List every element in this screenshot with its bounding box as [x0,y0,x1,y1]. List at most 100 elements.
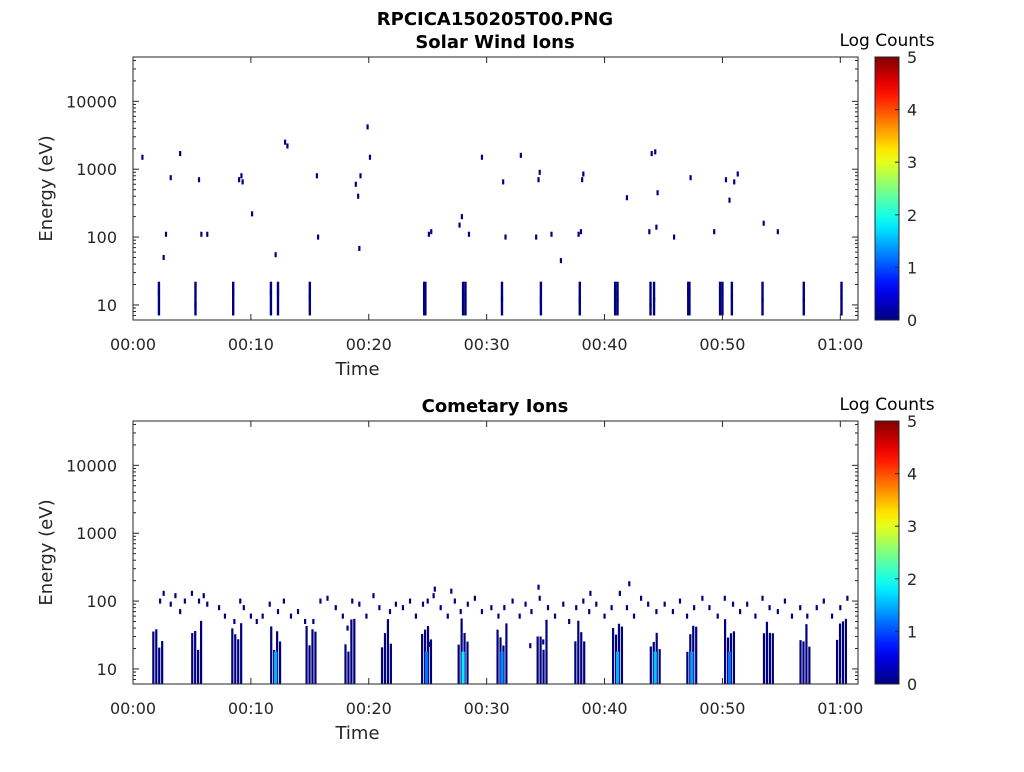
data-cell [603,613,606,619]
data-cell [274,252,277,258]
data-cell [733,179,736,185]
data-cell [305,626,308,684]
data-cell [155,629,158,684]
solar-wind-ions-panel: 00:00 00:10 00:20 00:30 00:40 00:50 01:0010100… [36,31,935,380]
data-cell [761,595,764,601]
data-cell [268,601,271,607]
data-cell [846,595,849,601]
data-cell [430,229,433,235]
data-cell [649,646,652,684]
data-cell [366,124,369,130]
data-cell [283,139,287,145]
data-cell [276,609,280,615]
data-cell [550,231,553,237]
data-cell [802,641,805,684]
data-cell [316,234,320,240]
data-cell [539,281,543,316]
data-cell [439,605,442,611]
data-cell [649,281,652,316]
data-cell [351,598,354,604]
data-cell [746,601,749,607]
data-cell [628,581,631,587]
data-cell [732,631,736,684]
data-cell [519,152,522,158]
data-cell [424,651,429,684]
data-cell [577,231,580,237]
axes-frame [132,420,859,685]
data-cell [553,613,557,619]
data-cell [663,601,666,607]
data-cell [582,171,585,177]
data-cell [239,598,242,604]
data-cell [620,626,624,684]
data-cell [194,281,197,316]
data-cell [588,609,591,615]
data-cell [466,641,469,684]
data-cells [152,581,849,684]
data-cell [718,281,722,316]
data-cell [625,605,629,611]
data-cell [197,598,201,604]
data-cell [610,605,613,611]
data-cell [350,619,353,684]
data-cell [538,169,541,175]
data-cell [461,651,465,684]
data-cell [671,609,675,615]
colorbar-title: Log Counts [839,395,934,415]
data-cell [776,229,779,235]
data-cell [394,601,397,607]
data-cell [480,609,484,615]
data-cell [505,623,508,684]
data-cell [840,281,843,316]
data-cell [312,618,315,625]
colorbar-tick-label: 4 [907,101,917,120]
data-cell [358,245,361,251]
data-cell [467,231,471,237]
data-cell [577,620,580,684]
data-cell [761,281,764,316]
data-cell [426,598,429,604]
colorbar-tick-label: 2 [907,570,917,589]
data-cell [234,634,237,684]
data-cell [401,605,405,611]
data-cell [388,609,392,615]
data-cell [159,598,162,604]
axes-frame [132,56,859,321]
data-cell [183,598,186,604]
data-cell [689,175,692,181]
data-cell [724,177,728,183]
data-cell [162,590,165,596]
data-cell [179,151,182,157]
data-cell [380,647,384,684]
x-tick-label: 00:00 [110,335,156,354]
data-cell [805,624,808,684]
data-cell [568,618,571,625]
data-cell [296,609,300,615]
data-cell [231,628,234,684]
data-cell [806,613,809,619]
colorbar-tick-label: 5 [907,48,917,67]
data-cell [650,151,653,157]
data-cell [206,601,209,607]
data-cell [240,173,243,179]
data-cell [529,643,532,649]
colorbar-tick-label: 1 [907,258,917,277]
data-cell [457,644,460,684]
data-cell [249,613,252,619]
data-cell [708,605,711,611]
data-cell [841,621,845,684]
data-cell [319,598,322,604]
data-cell [537,584,540,590]
data-cell [721,281,724,316]
data-cell [414,613,418,619]
y-tick-label: 1000 [76,524,117,543]
colorbar-tick-label: 0 [907,675,917,694]
data-cell [217,605,221,611]
colorbar-tick-label: 0 [907,311,917,330]
data-cell [480,154,484,160]
data-cell [152,631,155,684]
y-tick-label: 1000 [76,160,117,179]
data-cell [648,229,651,235]
data-cell [524,601,527,607]
